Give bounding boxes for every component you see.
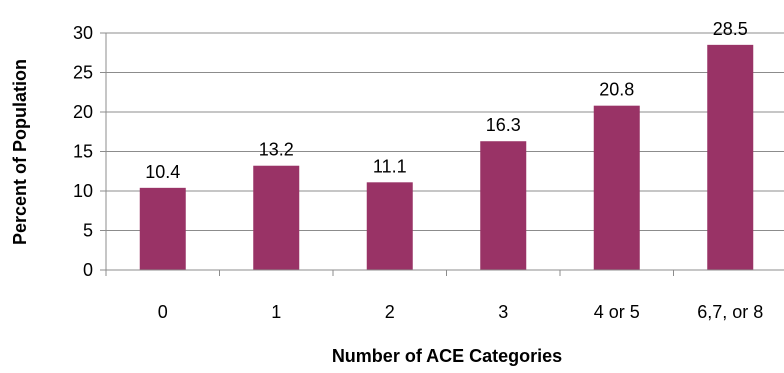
x-tick-label: 6,7, or 8 [697,302,763,322]
data-label: 20.8 [599,80,634,100]
bar [366,182,413,270]
axes [100,32,784,276]
data-label: 16.3 [486,115,521,135]
y-tick-label: 0 [83,260,93,280]
y-tick-label: 15 [73,142,93,162]
x-tick-label: 0 [158,302,168,322]
data-label: 13.2 [259,140,294,160]
y-tick-label: 5 [83,221,93,241]
bar [480,141,527,270]
gridlines [106,32,784,231]
y-tick-label: 30 [73,23,93,43]
x-tick-label: 2 [385,302,395,322]
x-tick-label: 1 [271,302,281,322]
data-label: 28.5 [713,19,748,39]
bar [139,187,186,270]
data-label: 11.1 [373,156,407,176]
y-tick-label: 10 [73,181,93,201]
x-tick-label: 4 or 5 [594,302,640,322]
bars [139,44,754,271]
y-axis-title: Percent of Population [10,59,30,245]
x-axis-title: Number of ACE Categories [332,346,562,366]
bar [593,105,640,271]
x-tick-label: 3 [498,302,508,322]
y-tick-label: 25 [73,63,93,83]
y-tick-label: 20 [73,102,93,122]
bar [707,44,754,270]
labels: 0 5 10 15 20 25 30 10.4 0 13.2 1 11.1 2 16.3 3 20.8 4 or… [73,19,763,322]
bar [253,165,300,270]
data-label: 10.4 [145,162,180,182]
